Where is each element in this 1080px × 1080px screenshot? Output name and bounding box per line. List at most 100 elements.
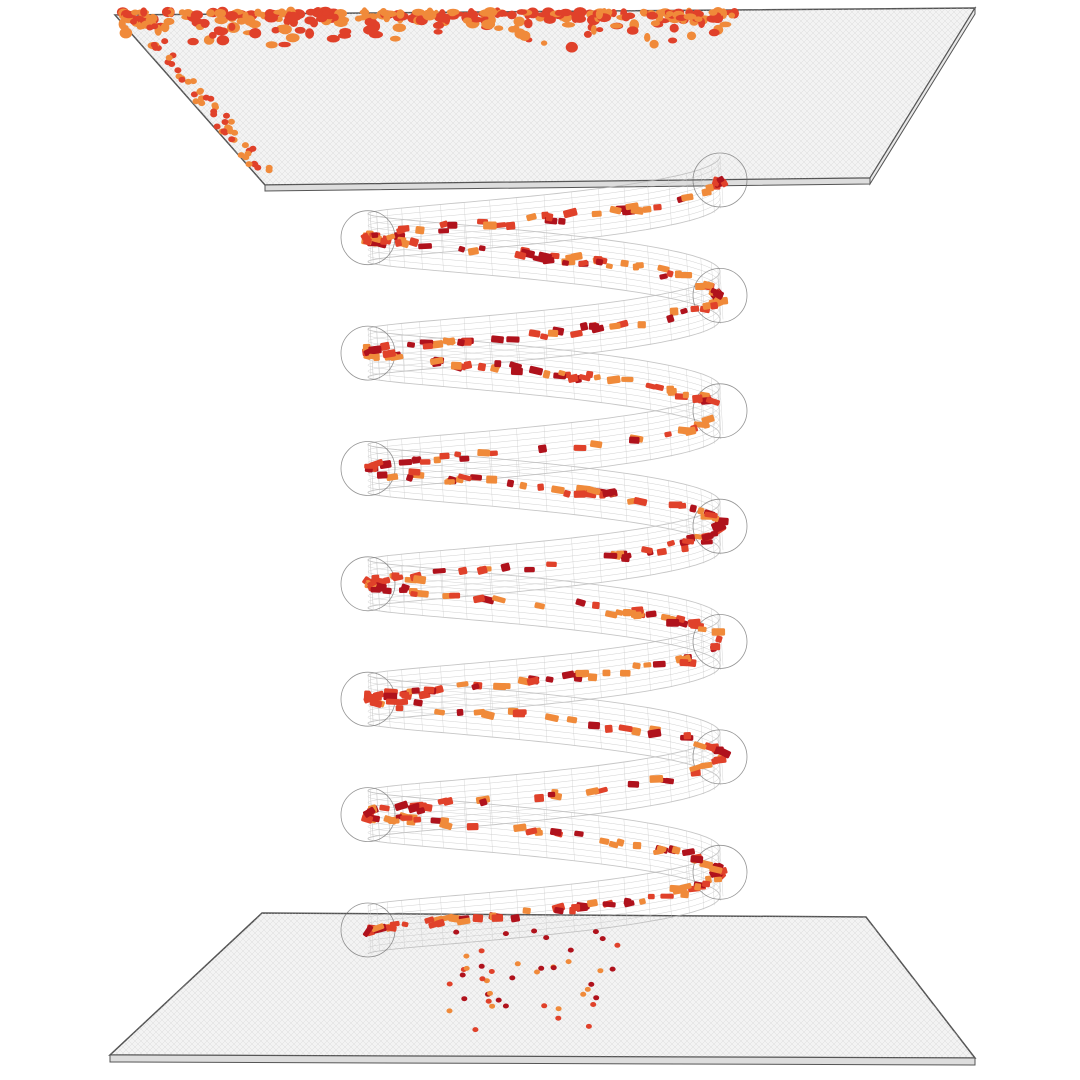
- particle: [165, 54, 173, 61]
- particle: [385, 698, 400, 706]
- particle: [444, 479, 455, 485]
- particle: [178, 9, 186, 16]
- particle: [584, 986, 591, 992]
- particle: [423, 686, 435, 694]
- particle: [666, 540, 675, 547]
- particle: [531, 928, 538, 934]
- particle: [575, 598, 586, 607]
- particle: [666, 314, 675, 323]
- particle: [623, 897, 631, 906]
- particle: [433, 456, 441, 464]
- particle: [477, 362, 486, 372]
- particle: [208, 31, 217, 39]
- particle: [456, 708, 464, 716]
- particle: [719, 21, 732, 28]
- particle: [604, 724, 613, 733]
- particle: [130, 18, 137, 25]
- particle: [467, 247, 479, 256]
- particle: [161, 38, 169, 45]
- particle: [697, 626, 707, 633]
- particle: [681, 544, 689, 553]
- particle: [540, 333, 549, 341]
- particle: [483, 221, 497, 230]
- top-plate: [113, 6, 977, 192]
- particle: [671, 846, 681, 855]
- particle: [491, 595, 506, 604]
- particle: [589, 440, 603, 449]
- particle: [644, 32, 651, 42]
- particle: [694, 883, 702, 891]
- particle: [391, 572, 400, 580]
- particle: [682, 391, 689, 399]
- particle: [386, 473, 399, 481]
- particle: [457, 473, 472, 482]
- particle: [524, 18, 533, 29]
- particle: [412, 8, 425, 16]
- particle: [506, 336, 520, 343]
- particle: [537, 444, 547, 454]
- particle: [647, 728, 662, 739]
- particle: [477, 449, 491, 457]
- particle: [565, 959, 572, 965]
- particle: [710, 301, 719, 310]
- particle: [513, 16, 525, 27]
- particle: [228, 22, 236, 31]
- particle: [271, 26, 280, 34]
- particle: [597, 968, 604, 974]
- particle: [639, 898, 646, 905]
- particle: [542, 257, 555, 265]
- particle: [386, 233, 396, 241]
- particle: [370, 14, 379, 20]
- particle: [411, 687, 420, 694]
- particle: [472, 913, 484, 923]
- particle: [481, 19, 496, 30]
- particle: [690, 305, 700, 313]
- particle: [602, 901, 616, 908]
- particle: [415, 225, 425, 235]
- particle: [236, 17, 247, 25]
- particle: [712, 291, 723, 300]
- particle: [459, 455, 470, 462]
- particle: [310, 18, 318, 28]
- particle: [631, 727, 642, 736]
- particle: [654, 383, 664, 391]
- particle: [715, 635, 723, 643]
- particle: [647, 893, 655, 900]
- particle: [360, 8, 369, 16]
- particle: [543, 935, 550, 941]
- particle: [322, 10, 331, 16]
- particle: [388, 818, 400, 825]
- particle: [463, 953, 470, 959]
- particle: [463, 360, 473, 370]
- particle: [703, 188, 712, 196]
- particle: [498, 9, 507, 17]
- particle: [506, 479, 515, 488]
- particle: [711, 521, 727, 534]
- particle: [689, 504, 697, 513]
- particle: [510, 914, 521, 923]
- particle: [635, 262, 644, 269]
- particle: [666, 385, 675, 394]
- particle: [265, 167, 273, 174]
- particle: [555, 1015, 562, 1021]
- particle: [202, 94, 210, 101]
- particle: [458, 566, 468, 576]
- particle: [587, 721, 601, 730]
- particle: [532, 255, 545, 263]
- particle: [558, 370, 566, 377]
- particle: [542, 370, 551, 379]
- particle: [419, 459, 431, 465]
- particle: [704, 742, 717, 752]
- particle: [463, 965, 470, 971]
- particle: [561, 22, 576, 28]
- particle: [456, 917, 471, 926]
- particle: [540, 40, 548, 46]
- particle: [459, 972, 466, 978]
- particle: [430, 817, 443, 824]
- particle: [457, 338, 465, 347]
- particle: [478, 963, 485, 969]
- particle: [595, 9, 604, 20]
- particle: [220, 128, 228, 135]
- particle: [567, 947, 574, 953]
- particle: [389, 35, 401, 42]
